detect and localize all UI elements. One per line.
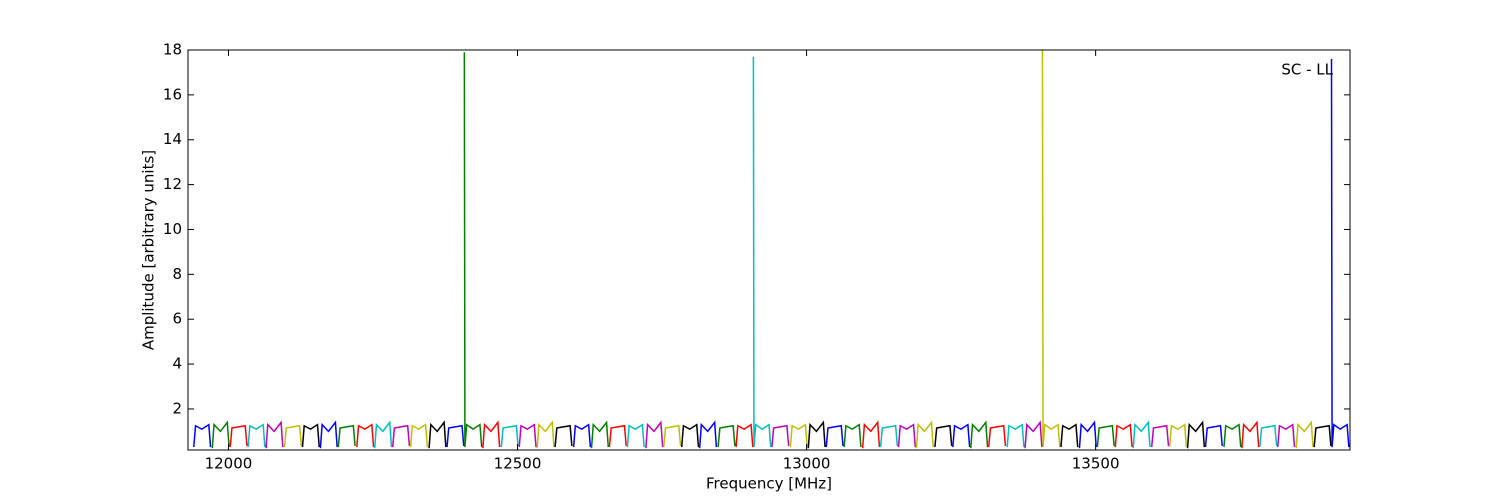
x-tick-label: 13500: [1072, 455, 1120, 473]
spectrum-line: [717, 424, 736, 448]
spectrum-line: [626, 423, 645, 448]
spectrum-line: [1078, 420, 1097, 449]
spectrum-line: [680, 423, 700, 448]
y-tick-label: 4: [172, 355, 182, 373]
y-tick-label: 10: [163, 220, 182, 238]
spectrum-line: [843, 423, 862, 448]
x-tick-label: 12000: [205, 455, 253, 473]
annotation: SC - LL: [1281, 61, 1333, 79]
spectrum-line: [879, 424, 899, 448]
spectrum-line: [554, 424, 573, 448]
spectrum-line: [463, 52, 483, 448]
spectrum-line: [897, 423, 917, 448]
spectrum-line: [265, 420, 284, 449]
spectrum-line: [1313, 424, 1332, 448]
spectrum-line: [752, 56, 772, 448]
spectrum-line: [1204, 424, 1223, 448]
spectrum-line: [987, 424, 1007, 448]
spectrum-line: [1024, 420, 1043, 449]
spectrum-line: [409, 423, 429, 448]
spectrum-line: [1150, 424, 1170, 448]
spectrum-line: [500, 424, 519, 448]
spectrum-line: [934, 424, 953, 448]
x-tick-label: 12500: [494, 455, 542, 473]
spectrum-line: [356, 423, 375, 448]
spectrum-line: [518, 423, 537, 448]
spectrum-line: [735, 423, 754, 448]
spectrum-line: [1041, 50, 1061, 448]
spectrum-line: [482, 420, 501, 449]
spectrum-line: [771, 424, 790, 448]
spectrum-line: [915, 420, 934, 449]
spectrum-line: [572, 423, 592, 448]
spectrum-line: [211, 420, 230, 449]
spectrum-line: [319, 420, 338, 449]
spectrum-line: [1060, 423, 1079, 448]
spectrum-line: [1241, 420, 1260, 449]
y-tick-label: 12: [163, 175, 182, 193]
y-tick-label: 8: [172, 265, 182, 283]
spectrum-line: [446, 424, 465, 448]
spectrum-line: [807, 420, 826, 449]
spectrum-line: [1186, 420, 1206, 449]
spectrum-line: [536, 420, 555, 449]
spectrum-line: [825, 424, 844, 448]
spectrum-line: [193, 423, 212, 448]
x-axis-label: Frequency [MHz]: [706, 475, 832, 493]
spectrum-line: [373, 420, 393, 449]
spectrum-line: [663, 424, 682, 448]
spectrum-line: [608, 424, 627, 448]
spectrum-line: [1006, 423, 1025, 448]
spectrum-line: [861, 420, 881, 449]
spectrum-line: [590, 420, 610, 449]
spectrum-line: [247, 423, 266, 448]
spectrum-line: [337, 424, 356, 448]
spectrum-line: [301, 423, 320, 448]
spectrum-line: [1330, 58, 1350, 448]
y-tick-label: 14: [163, 130, 182, 148]
spectrum-line: [1132, 420, 1151, 449]
spectrum-line: [229, 424, 248, 448]
spectrum-line: [952, 423, 971, 448]
spectrum-line: [1295, 420, 1314, 449]
x-tick-label: 13000: [783, 455, 831, 473]
y-tick-label: 6: [172, 310, 182, 328]
spectrum-line: [391, 424, 411, 448]
spectrum-line: [698, 420, 718, 449]
spectrum-line: [789, 423, 808, 448]
plot-frame: [187, 49, 1351, 451]
spectrum-line: [1276, 423, 1296, 448]
spectrum-line: [1168, 423, 1188, 448]
spectrum-line: [428, 420, 447, 449]
spectrum-line: [1096, 424, 1115, 448]
spectrum-line: [645, 420, 664, 449]
spectrum-line: [1223, 423, 1242, 448]
spectrum-line: [1114, 423, 1133, 448]
y-axis-label: Amplitude [arbitrary units]: [140, 150, 158, 350]
spectrum-line: [970, 420, 989, 449]
plot-marks: [193, 50, 1350, 449]
spectrum-line: [283, 424, 303, 448]
y-tick-label: 16: [163, 85, 182, 103]
spectrum-line: [1259, 424, 1278, 448]
y-tick-label: 2: [172, 399, 182, 417]
y-tick-label: 18: [163, 41, 182, 59]
